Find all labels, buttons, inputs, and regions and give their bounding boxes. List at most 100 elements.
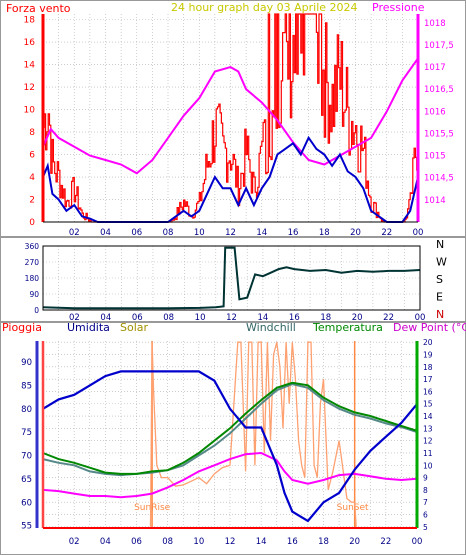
temperature-tick-label: 12 xyxy=(423,437,433,446)
humidity-temperature-panel-border xyxy=(0,322,466,555)
humidity-tick-label: 75 xyxy=(21,428,32,438)
hour-tick-label: 08 xyxy=(163,313,174,323)
degree-tick-label: 90 xyxy=(29,290,39,299)
humidity-temperature-chart: Pioggia Umidita Solar Windchill Temperat… xyxy=(0,321,466,555)
humidity-tick-label: 55 xyxy=(21,522,32,532)
temperature-line xyxy=(42,381,418,475)
hour-tick-label: 20 xyxy=(349,537,360,547)
sunrise-sunset-markers: SunRise SunSet xyxy=(134,341,369,528)
wind-speed-axis-labels: 0 2 4 6 8 10 12 14 16 18 xyxy=(24,16,36,228)
hour-tick-label: 16 xyxy=(287,537,298,547)
hour-tick-label: 14 xyxy=(256,228,267,238)
hour-tick-label: 06 xyxy=(132,313,143,323)
humidity-tick-label: 85 xyxy=(21,381,32,391)
hour-tick-label: 22 xyxy=(381,228,392,238)
wind-speed-tick-label: 2 xyxy=(29,196,35,206)
direction-degree-labels: 0 90 180 270 360 xyxy=(25,242,40,315)
temperature-tick-label: 16 xyxy=(423,387,433,396)
windchill-line xyxy=(42,383,418,477)
hour-tick-label: 16 xyxy=(288,228,299,238)
solar-legend: Solar xyxy=(120,321,149,334)
temperature-tick-label: 19 xyxy=(423,351,433,360)
temperature-tick-label: 20 xyxy=(423,338,433,347)
temperature-tick-label: 14 xyxy=(423,412,433,421)
date-title: 24 hour graph day 03 Aprile 2024 xyxy=(171,1,358,14)
windchill-legend: Windchill xyxy=(246,321,296,334)
pressure-tick-label: 1014,5 xyxy=(424,174,454,184)
wind-speed-title: Forza vento xyxy=(6,2,71,15)
pressure-tick-label: 1017 xyxy=(424,63,446,73)
temperature-tick-label: 13 xyxy=(423,424,433,433)
humidity-temperature-plot-frame xyxy=(35,341,419,529)
pressure-tick-label: 1017,5 xyxy=(424,41,454,51)
humidity-axis-labels: 55 60 65 70 75 80 85 90 xyxy=(21,358,32,532)
wind-direction-line xyxy=(42,246,421,310)
compass-label: E xyxy=(436,291,443,304)
hour-tick-label: 12 xyxy=(225,537,236,547)
hour-tick-label: 22 xyxy=(383,313,394,323)
temperature-tick-label: 6 xyxy=(423,510,428,519)
temperature-tick-label: 8 xyxy=(423,486,428,495)
hour-tick-label: 22 xyxy=(380,537,391,547)
wind-pressure-hour-labels: 02 04 06 08 10 12 14 16 18 20 22 00 xyxy=(69,228,424,238)
hour-tick-label: 04 xyxy=(100,537,111,547)
humidity-tick-label: 90 xyxy=(21,358,32,368)
hour-tick-label: 10 xyxy=(194,228,205,238)
hour-tick-label: 12 xyxy=(226,313,237,323)
hour-tick-label: 06 xyxy=(131,537,142,547)
wind-pressure-chart: Forza vento 24 hour graph day 03 Aprile … xyxy=(0,0,466,238)
hour-tick-label: 00 xyxy=(413,228,424,238)
humidity-tick-label: 70 xyxy=(21,452,32,462)
compass-label: S xyxy=(436,273,443,286)
dew-point-legend: Dew Point (°C) xyxy=(393,321,466,334)
wind-speed-tick-label: 18 xyxy=(24,16,36,26)
humidity-line xyxy=(42,370,418,523)
wind-speed-tick-label: 14 xyxy=(24,61,36,71)
degree-tick-label: 0 xyxy=(34,306,39,315)
hour-tick-label: 20 xyxy=(352,313,363,323)
wind-pressure-grid xyxy=(43,14,419,223)
wind-speed-tick-label: 0 xyxy=(29,218,35,228)
pressure-title: Pressione xyxy=(372,1,425,14)
wind-direction-plot-border xyxy=(42,245,421,311)
wind-speed-tick-label: 8 xyxy=(29,128,35,138)
hour-tick-label: 08 xyxy=(162,537,173,547)
pressure-tick-label: 1014 xyxy=(424,196,446,206)
wind-direction-grid xyxy=(43,245,421,311)
humidity-temperature-hour-labels: 02 04 06 08 10 12 14 16 18 20 22 00 xyxy=(69,537,423,547)
hour-tick-label: 00 xyxy=(415,313,426,323)
rain-legend: Pioggia xyxy=(2,321,42,334)
hour-tick-label: 18 xyxy=(318,537,329,547)
hour-tick-label: 18 xyxy=(320,313,331,323)
temperature-tick-label: 7 xyxy=(423,498,428,507)
temperature-tick-label: 11 xyxy=(423,449,433,458)
pressure-tick-label: 1018 xyxy=(424,19,446,29)
humidity-tick-label: 60 xyxy=(21,498,32,508)
wind-speed-tick-label: 16 xyxy=(24,38,36,48)
sunset-label: SunSet xyxy=(337,503,369,513)
pressure-tick-label: 1016 xyxy=(424,107,446,117)
compass-label: N xyxy=(436,308,444,321)
wind-direction-hour-labels: 02 04 06 08 10 12 14 16 18 20 22 00 xyxy=(69,313,425,323)
wind-pressure-panel-border xyxy=(0,0,466,237)
hour-tick-label: 02 xyxy=(69,313,80,323)
sunrise-label: SunRise xyxy=(134,503,171,513)
temperature-tick-label: 17 xyxy=(423,375,433,384)
wind-speed-tick-label: 4 xyxy=(29,173,35,183)
hour-tick-label: 10 xyxy=(193,537,204,547)
pressure-line xyxy=(42,57,419,175)
hour-tick-label: 08 xyxy=(163,228,174,238)
wind-average-line xyxy=(42,135,419,223)
hour-tick-label: 02 xyxy=(69,537,80,547)
wind-pressure-plot-frame xyxy=(41,14,420,223)
temperature-tick-label: 15 xyxy=(423,400,433,409)
temperature-tick-label: 18 xyxy=(423,363,433,372)
temperature-legend: Temperatura xyxy=(312,321,383,334)
compass-label: N xyxy=(436,238,444,251)
hour-tick-label: 18 xyxy=(319,228,330,238)
pressure-tick-label: 1016,5 xyxy=(424,85,454,95)
pressure-axis-labels: 1014 1014,5 1015 1015,5 1016 1016,5 1017 1017,5… xyxy=(424,19,454,206)
solar-line xyxy=(149,341,357,527)
